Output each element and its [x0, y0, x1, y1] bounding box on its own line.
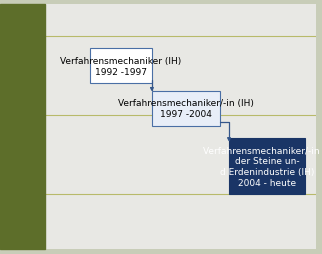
FancyBboxPatch shape	[152, 91, 220, 126]
Text: Verfahrensmechaniker (IH)
1992 -1997: Verfahrensmechaniker (IH) 1992 -1997	[60, 57, 181, 76]
Bar	[0, 5, 45, 249]
Text: Verfahrensmechaniker/-in (IH)
1997 -2004: Verfahrensmechaniker/-in (IH) 1997 -2004	[118, 99, 254, 119]
FancyBboxPatch shape	[229, 139, 305, 194]
Text: Verfahrensmechaniker/-in in
der Steine un-
d Erdenindustrie (IH)
2004 - heute: Verfahrensmechaniker/-in in der Steine u…	[203, 146, 322, 187]
FancyBboxPatch shape	[90, 49, 152, 84]
